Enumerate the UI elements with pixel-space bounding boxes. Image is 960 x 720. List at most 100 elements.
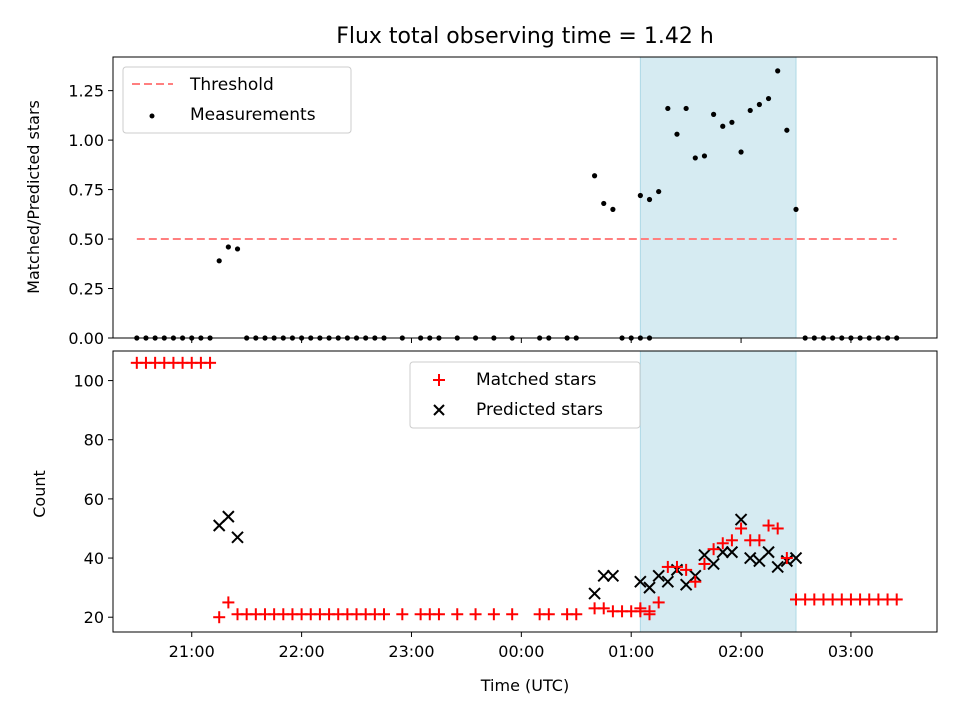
- bottom-highlight-band: [639, 350, 797, 633]
- bottom-axes-frame: [112, 350, 938, 633]
- matched-star-point: [222, 596, 235, 609]
- measurement-point: [683, 105, 689, 112]
- matched-star-point: [753, 534, 766, 547]
- y-tick-label: 0.75: [68, 181, 104, 200]
- count-points: [130, 356, 903, 624]
- top-highlight-band: [639, 56, 797, 339]
- measurement-point: [711, 111, 717, 117]
- bottom-y-ticks: 20 40 60 80 100: [73, 372, 113, 627]
- predicted-star-point: [771, 560, 784, 574]
- predicted-star-point: [789, 551, 803, 565]
- predicted-star-point: [652, 569, 665, 583]
- matched-star-point: [735, 522, 748, 535]
- y-tick-label: 100: [73, 372, 104, 391]
- legend-threshold-label: Threshold: [189, 75, 274, 95]
- matched-star-point: [780, 552, 793, 565]
- predicted-star-point: [588, 587, 601, 600]
- matched-star-point: [506, 608, 519, 621]
- measurement-point: [720, 123, 726, 129]
- bottom-x-ticks: 21:00 22:00 23:00 00:00 01:00 02:00 03:00: [169, 632, 874, 661]
- predicted-star-point: [222, 510, 235, 523]
- legend-matched-swatch: [433, 374, 445, 386]
- measurement-point: [225, 244, 231, 250]
- measurement-point: [738, 149, 744, 155]
- predicted-star-point: [734, 513, 748, 526]
- matched-star-point: [542, 608, 555, 621]
- measurement-point: [591, 173, 598, 179]
- bottom-legend: Matched stars Predicted stars: [409, 361, 641, 429]
- measurement-point: [747, 107, 753, 114]
- measurement-point: [665, 105, 671, 112]
- y-tick-label: 1.00: [68, 131, 104, 150]
- top-legend-box: [122, 66, 352, 134]
- matched-star-point: [762, 519, 775, 532]
- matched-star-point: [432, 608, 445, 621]
- legend-measurements-swatch: [149, 113, 155, 119]
- y-tick-label: 0.25: [68, 280, 104, 299]
- matched-star-point: [597, 602, 610, 615]
- measurement-point: [756, 101, 762, 108]
- measurement-point: [775, 68, 781, 74]
- bottom-legend-box: [409, 361, 641, 429]
- measurement-point: [784, 127, 790, 133]
- y-tick-label: 40: [84, 549, 104, 568]
- measurement-point: [765, 95, 772, 102]
- x-tick-label: 21:00: [169, 642, 215, 661]
- measurement-point: [692, 155, 698, 161]
- x-tick-label: 00:00: [498, 642, 544, 661]
- matched-star-point: [213, 611, 226, 624]
- measurement-point: [601, 200, 607, 207]
- measurement-point: [610, 206, 616, 212]
- top-y-axis-label: Matched/Predicted stars: [24, 100, 43, 294]
- x-tick-label: 01:00: [608, 642, 654, 661]
- top-y-ticks: 0.00 0.25 0.50 0.75 1.00 1.25: [68, 82, 113, 348]
- x-tick-label: 02:00: [718, 642, 764, 661]
- matched-star-point: [707, 543, 720, 556]
- matched-star-point: [716, 537, 729, 550]
- matched-star-point: [725, 534, 738, 547]
- x-tick-label: 22:00: [279, 642, 325, 661]
- matched-star-point: [469, 608, 482, 621]
- matched-star-point: [680, 563, 693, 576]
- top-x-ticks: [191, 338, 852, 343]
- predicted-star-point: [634, 575, 647, 588]
- predicted-star-point: [707, 557, 720, 571]
- matched-star-point: [689, 575, 702, 588]
- top-panel: 0.00 0.25 0.50 0.75 1.00 1.25 Matched/Predict…: [24, 56, 938, 348]
- matched-star-point: [570, 608, 583, 621]
- measurement-point: [234, 246, 241, 252]
- top-legend: Threshold Measurements: [122, 66, 352, 134]
- bottom-panel: 20 40 60 80 100 21:00 22:00 23:00 00:00 01:00 02:…: [30, 350, 938, 695]
- predicted-star-point: [231, 531, 244, 544]
- matched-star-point: [670, 560, 683, 573]
- predicted-star-point: [725, 545, 739, 559]
- measurement-point: [674, 131, 680, 137]
- y-tick-label: 60: [84, 490, 104, 509]
- matched-star-point: [652, 596, 665, 609]
- bottom-y-axis-label: Count: [30, 470, 49, 518]
- chart-title: Flux total observing time = 1.42 h: [336, 24, 714, 49]
- matched-star-point: [396, 608, 409, 621]
- y-tick-label: 20: [84, 608, 104, 627]
- y-tick-label: 1.25: [68, 82, 104, 101]
- matched-star-point: [451, 608, 464, 621]
- measurement-point: [701, 153, 708, 159]
- matched-star-point: [634, 602, 647, 615]
- x-tick-label: 03:00: [828, 642, 874, 661]
- predicted-star-point: [744, 551, 757, 565]
- measurement-point: [637, 192, 643, 199]
- top-axes-frame: [112, 56, 938, 339]
- x-axis-label: Time (UTC): [480, 676, 569, 695]
- predicted-star-point: [643, 581, 656, 594]
- matched-star-point: [204, 356, 217, 369]
- predicted-star-point: [661, 575, 675, 588]
- legend-measurements-label: Measurements: [190, 105, 316, 125]
- matched-star-point: [771, 522, 784, 535]
- legend-predicted-swatch: [433, 404, 445, 416]
- matched-star-point: [698, 557, 711, 570]
- y-tick-label: 0.50: [68, 230, 104, 249]
- matched-star-point: [643, 608, 656, 621]
- measurement-point: [729, 119, 735, 125]
- matched-star-point: [487, 608, 500, 621]
